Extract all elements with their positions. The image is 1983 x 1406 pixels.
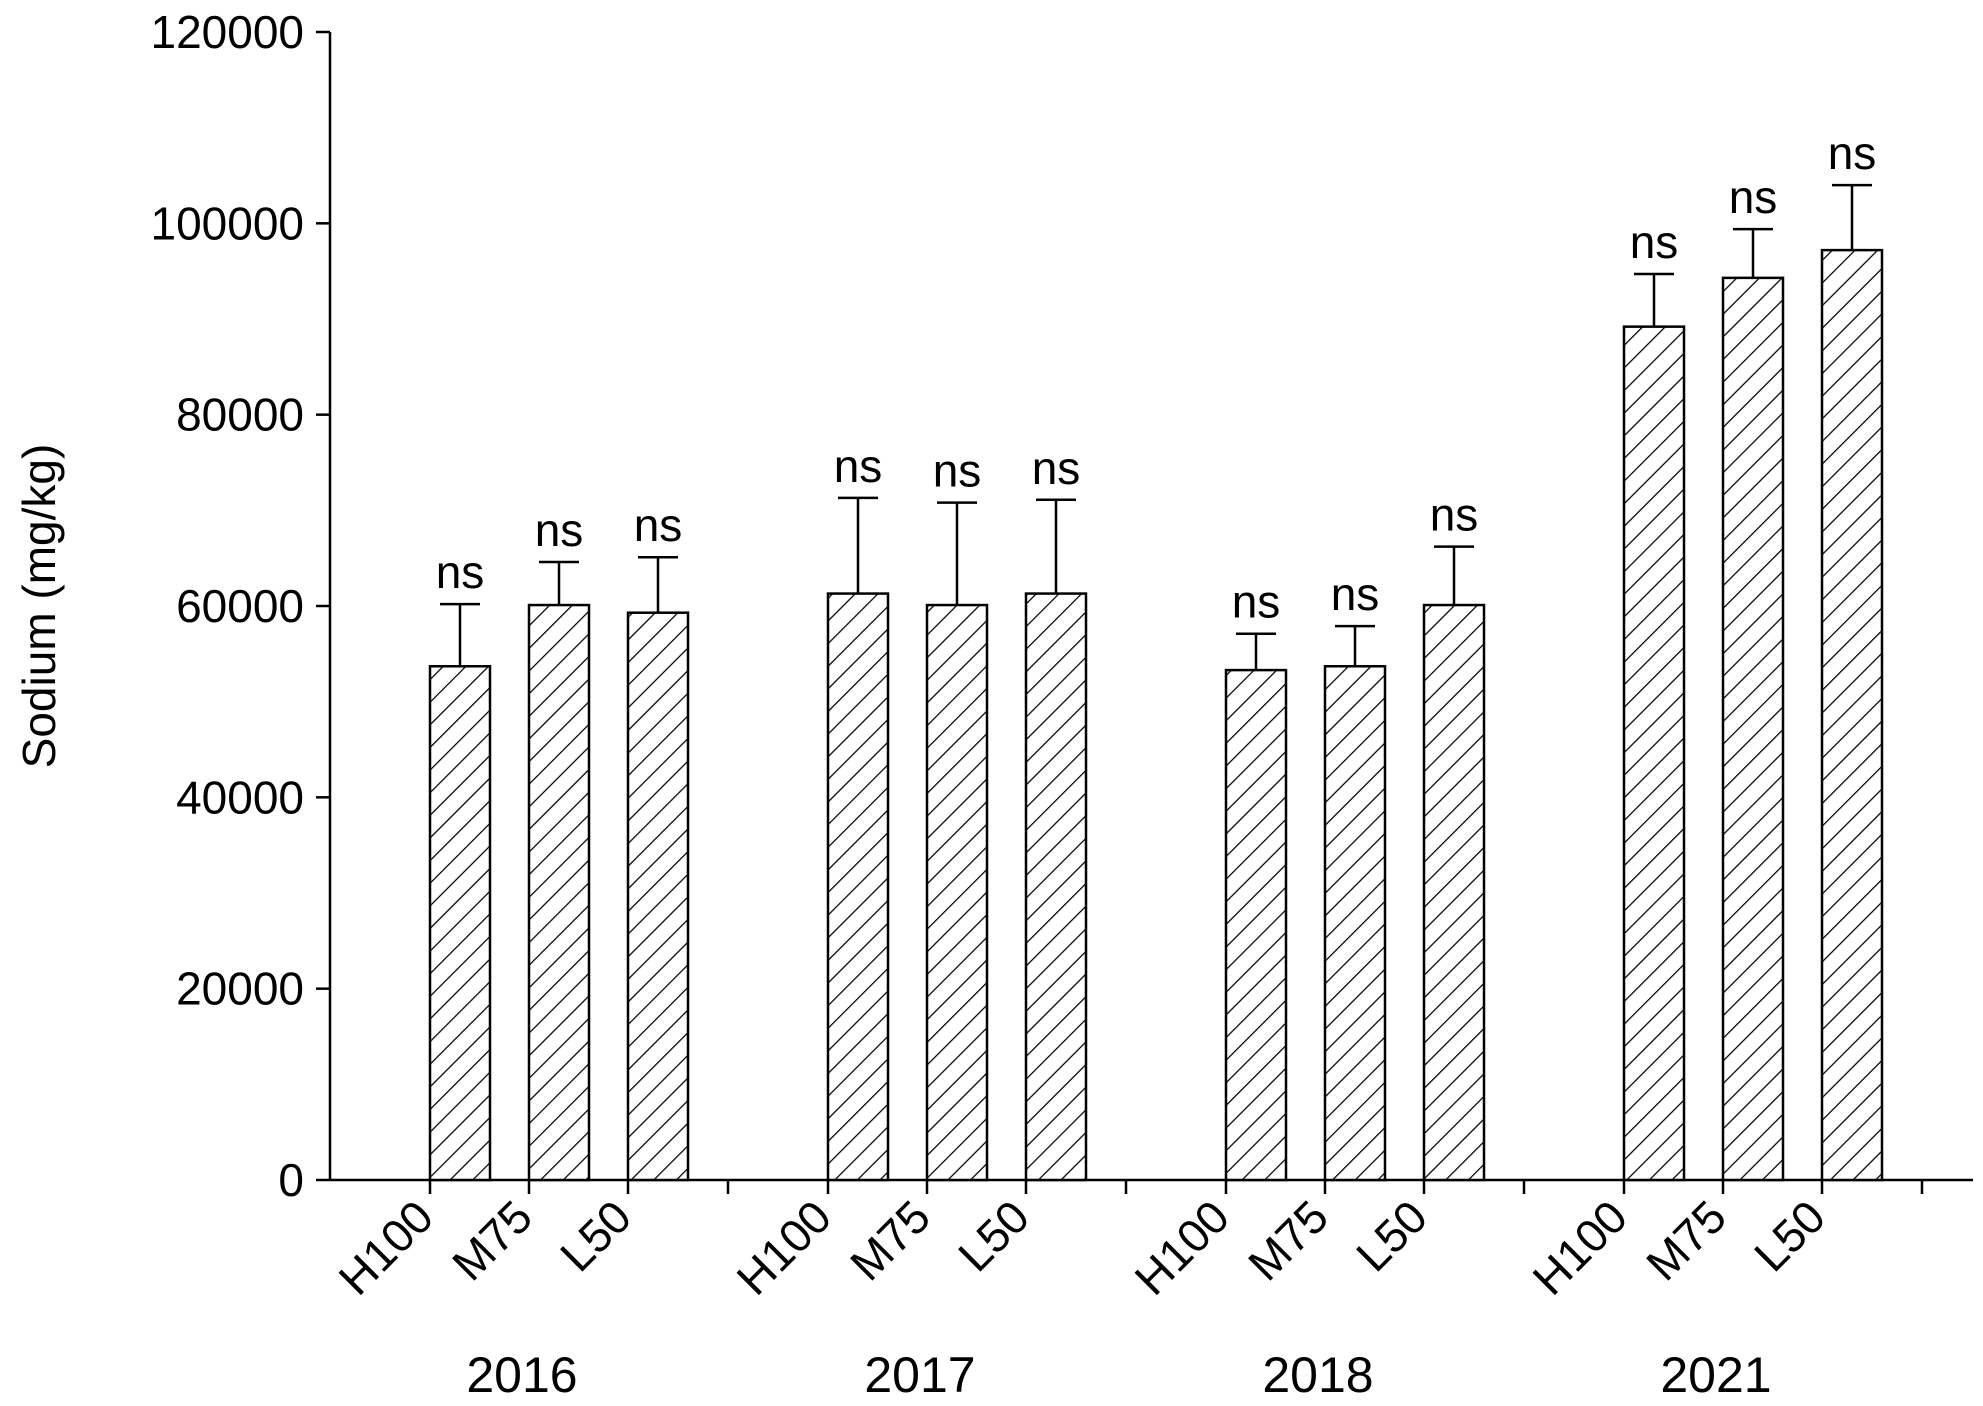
y-tick-label: 100000: [151, 197, 305, 249]
x-tick-label: M75: [840, 1190, 940, 1290]
x-tick-label: H100: [727, 1190, 842, 1305]
group-label: 2021: [1660, 1347, 1771, 1403]
significance-label: ns: [834, 440, 883, 492]
x-tick-label: H100: [329, 1190, 444, 1305]
y-tick-label: 60000: [176, 580, 304, 632]
group-label: 2018: [1262, 1347, 1373, 1403]
x-tick-label: M75: [1238, 1190, 1338, 1290]
x-tick-label: L50: [1346, 1190, 1437, 1281]
significance-label: ns: [1729, 171, 1778, 223]
bar: [1323, 665, 1387, 1182]
bar: [826, 592, 890, 1182]
significance-label: ns: [1430, 489, 1479, 541]
x-tick-label: L50: [1744, 1190, 1835, 1281]
y-tick-label: 20000: [176, 963, 304, 1015]
bar: [428, 665, 492, 1182]
y-tick-label: 40000: [176, 771, 304, 823]
significance-label: ns: [535, 504, 584, 556]
y-tick-label: 0: [278, 1154, 304, 1206]
y-axis-label: Sodium (mg/kg): [13, 444, 65, 769]
significance-label: ns: [1630, 216, 1679, 268]
bar: [1024, 592, 1088, 1182]
significance-label: ns: [1331, 568, 1380, 620]
x-tick-label: L50: [550, 1190, 641, 1281]
significance-label: ns: [1828, 127, 1877, 179]
x-tick-label: H100: [1125, 1190, 1240, 1305]
x-tick-label: M75: [1636, 1190, 1736, 1290]
group-label: 2016: [466, 1347, 577, 1403]
x-tick-label: M75: [442, 1190, 542, 1290]
significance-label: ns: [1232, 576, 1281, 628]
bar: [1721, 276, 1785, 1182]
significance-label: ns: [634, 499, 683, 551]
significance-label: ns: [436, 546, 485, 598]
bar: [626, 611, 690, 1182]
bar: [1422, 603, 1486, 1182]
bar: [1622, 325, 1686, 1182]
group-label: 2017: [864, 1347, 975, 1403]
bar: [925, 603, 989, 1182]
x-tick-label: L50: [948, 1190, 1039, 1281]
significance-label: ns: [1032, 442, 1081, 494]
significance-label: ns: [933, 445, 982, 497]
x-tick-label: H100: [1523, 1190, 1638, 1305]
bar: [1820, 248, 1884, 1182]
bar: [1224, 668, 1288, 1182]
y-tick-label: 120000: [151, 6, 305, 58]
y-tick-label: 80000: [176, 389, 304, 441]
bar: [527, 603, 591, 1182]
